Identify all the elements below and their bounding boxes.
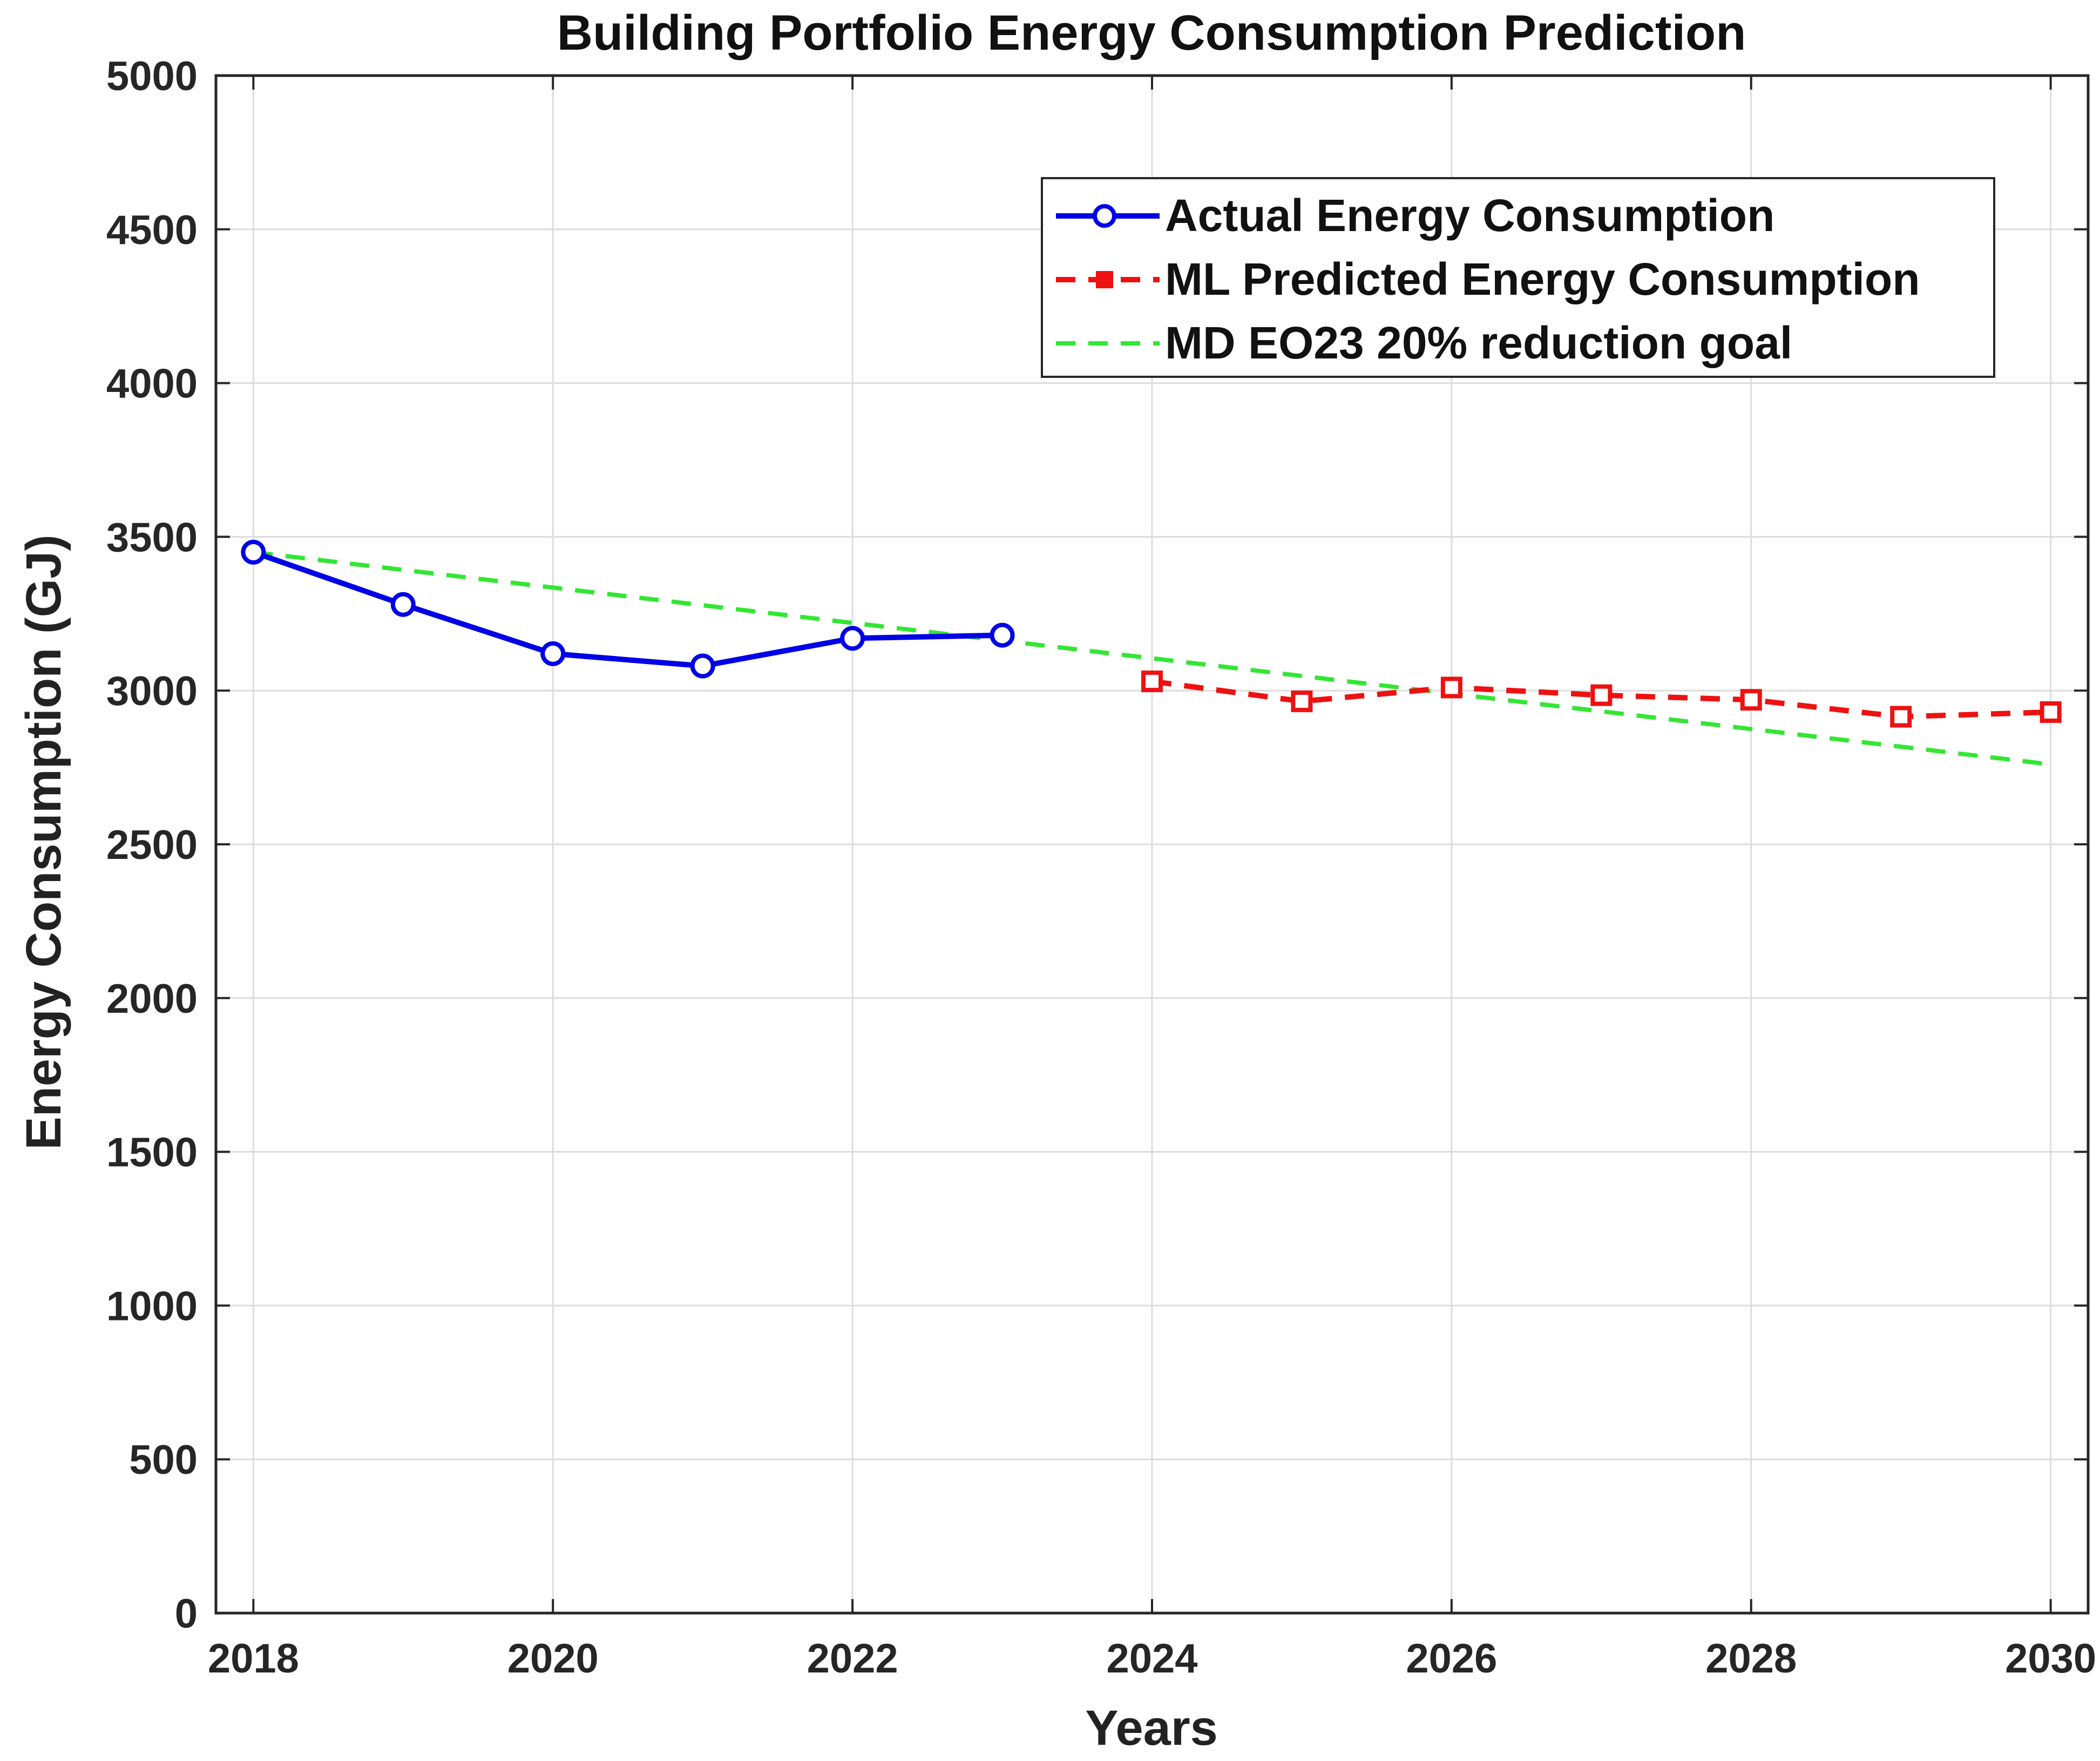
y-tick-label: 4500 [106, 207, 198, 253]
y-tick-label: 3000 [106, 668, 198, 714]
y-tick-label: 500 [129, 1437, 198, 1483]
x-tick-label: 2018 [208, 1636, 299, 1682]
legend-box [1041, 177, 1995, 378]
y-tick-label: 0 [175, 1591, 198, 1637]
actual-consumption-point [241, 539, 266, 565]
y-tick-label: 2000 [106, 976, 198, 1022]
x-tick-label: 2028 [1705, 1636, 1797, 1682]
y-tick-label: 4000 [106, 361, 198, 407]
x-axis: 2018 2020 2022 2024 2026 2028 2030 [208, 76, 2096, 1682]
y-tick-label: 1000 [106, 1283, 198, 1329]
predicted-consumption-point [1740, 689, 1762, 711]
legend-predicted-marker [1096, 271, 1113, 288]
x-tick-label: 2030 [2005, 1636, 2096, 1682]
predicted-consumption-point [1141, 670, 1163, 693]
legend-actual-label: Actual Energy Consumption [1165, 190, 1774, 241]
legend: Actual Energy Consumption ML Predicted E… [1041, 177, 1995, 378]
predicted-consumption-point [2040, 701, 2062, 723]
y-tick-label: 5000 [106, 53, 198, 99]
y-axis-label: Energy Consumption (GJ) [16, 534, 71, 1150]
data-series [241, 539, 2062, 767]
x-tick-label: 2024 [1106, 1636, 1197, 1682]
reduction-goal-line [253, 550, 2051, 767]
x-tick-label: 2020 [507, 1636, 599, 1682]
y-axis: 0 500 1000 1500 2000 2500 3000 3500 4000 4500 5000 [106, 53, 2088, 1637]
predicted-consumption-point [1590, 684, 1613, 706]
legend-predicted-label: ML Predicted Energy Consumption [1165, 254, 1920, 304]
legend-actual-marker [1093, 204, 1116, 228]
chart-title: Building Portfolio Energy Consumption Pr… [557, 5, 1746, 60]
actual-consumption-line [252, 550, 1002, 669]
x-tick-label: 2022 [807, 1636, 898, 1682]
actual-consumption-point [990, 622, 1015, 648]
predicted-consumption-point [1890, 706, 1912, 728]
y-tick-label: 2500 [106, 822, 198, 868]
actual-consumption-point [840, 626, 865, 651]
x-axis-label: Years [1085, 1701, 1218, 1756]
y-tick-label: 1500 [106, 1130, 198, 1176]
actual-consumption-point [390, 592, 416, 617]
legend-goal-label: MD EO23 20% reduction goal [1165, 317, 1792, 368]
actual-consumption-point [690, 653, 715, 679]
predicted-consumption-point [1440, 676, 1462, 699]
y-tick-label: 3500 [106, 514, 198, 560]
actual-consumption-point [540, 641, 566, 666]
predicted-consumption-point [1291, 690, 1313, 713]
x-tick-label: 2026 [1406, 1636, 1497, 1682]
